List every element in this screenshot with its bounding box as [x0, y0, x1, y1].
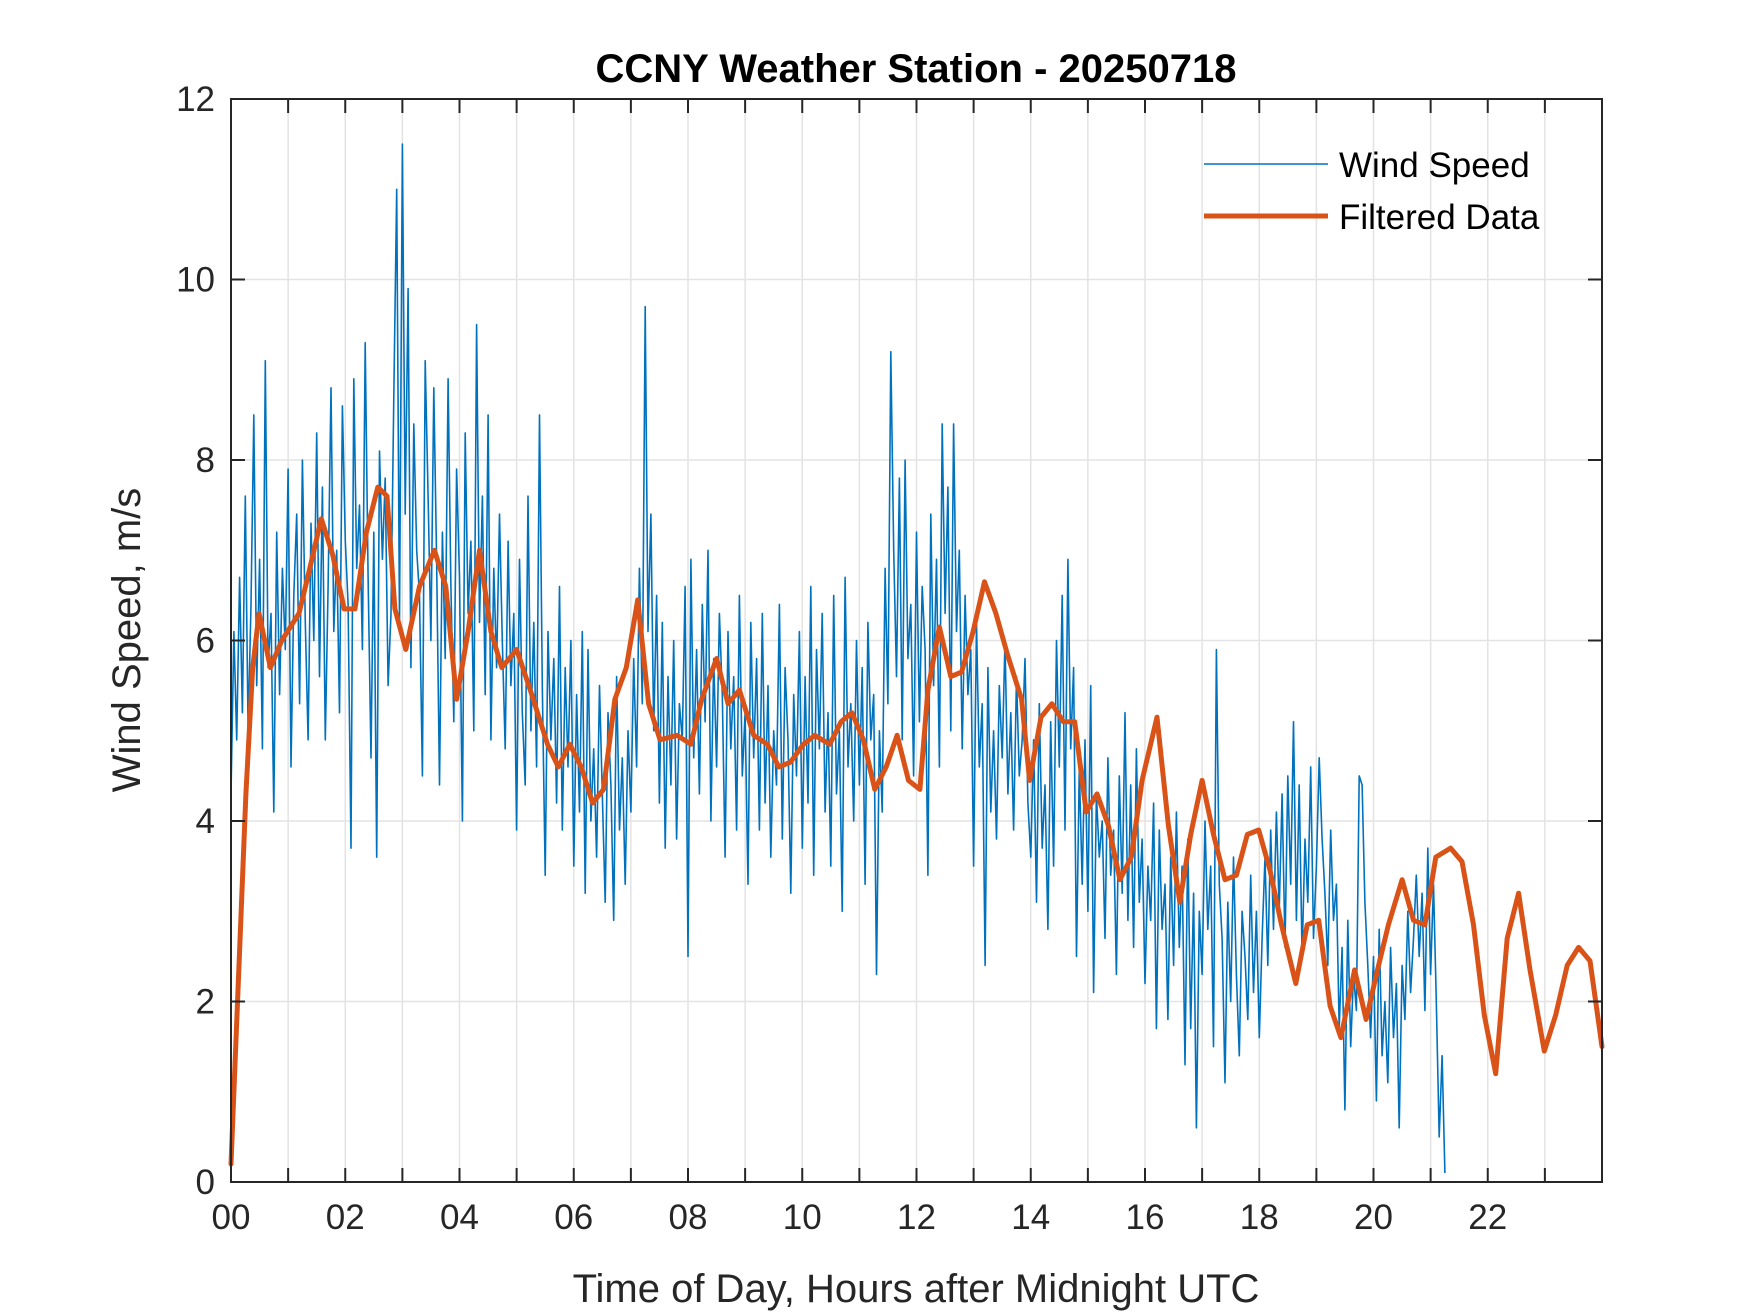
y-tick-label: 10	[176, 261, 215, 300]
x-tick-label: 20	[1354, 1198, 1393, 1237]
legend: Wind Speed Filtered Data	[1204, 146, 1540, 237]
wind-speed-series	[230, 143, 1446, 1174]
chart-title: CCNY Weather Station - 20250718	[596, 47, 1237, 91]
y-tick-labels: 0 2 4 6 8 10 12	[176, 80, 215, 1202]
x-tick-label: 04	[440, 1198, 479, 1237]
y-tick-label: 0	[196, 1163, 215, 1202]
x-axis-label: Time of Day, Hours after Midnight UTC	[573, 1267, 1260, 1311]
x-tick-label: 22	[1468, 1198, 1507, 1237]
x-tick-labels: 00 02 04 06 08 10 12 14 16 18 20 22	[212, 1198, 1508, 1237]
filtered-data-line	[228, 484, 1605, 1167]
axis-ticks	[231, 98, 1602, 1183]
filtered-data-series	[228, 484, 1605, 1167]
legend-label-wind-speed: Wind Speed	[1339, 146, 1530, 185]
y-tick-label: 4	[196, 802, 215, 841]
y-tick-label: 8	[196, 441, 215, 480]
x-tick-label: 02	[326, 1198, 365, 1237]
x-tick-label: 12	[897, 1198, 936, 1237]
x-tick-label: 06	[554, 1198, 593, 1237]
x-tick-label: 00	[212, 1198, 251, 1237]
x-tick-label: 16	[1126, 1198, 1165, 1237]
x-tick-label: 18	[1240, 1198, 1279, 1237]
x-tick-label: 14	[1011, 1198, 1050, 1237]
y-tick-label: 12	[176, 80, 215, 119]
wind-speed-line	[230, 143, 1446, 1174]
y-tick-label: 2	[196, 983, 215, 1022]
legend-label-filtered-data: Filtered Data	[1339, 198, 1540, 237]
y-tick-label: 6	[196, 622, 215, 661]
x-tick-label: 10	[783, 1198, 822, 1237]
x-tick-label: 08	[669, 1198, 708, 1237]
y-axis-label: Wind Speed, m/s	[105, 488, 149, 793]
